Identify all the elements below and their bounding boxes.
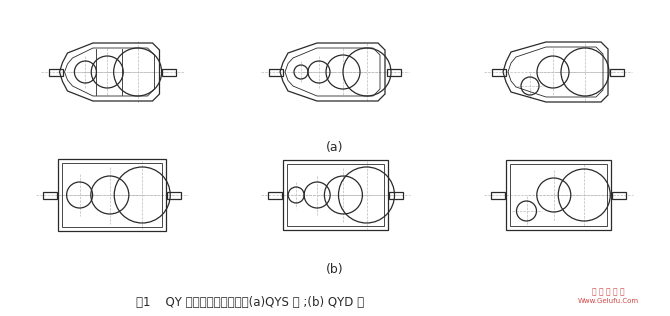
Bar	[43, 191, 57, 198]
Bar	[612, 191, 626, 198]
Text: (b): (b)	[326, 264, 344, 276]
Bar	[505, 160, 610, 230]
Text: Www.Gelufu.Com: Www.Gelufu.Com	[578, 298, 639, 304]
Text: (a): (a)	[326, 142, 344, 155]
Bar	[490, 191, 505, 198]
Bar	[267, 191, 281, 198]
Bar	[283, 160, 387, 230]
Text: 格 鲁 夫 机 械: 格 鲁 夫 机 械	[592, 287, 624, 296]
Text: 图1    QY 型减速器结构简图：(a)QYS 型 ;(b) QYD 型: 图1 QY 型减速器结构简图：(a)QYS 型 ;(b) QYD 型	[136, 295, 364, 308]
Bar	[389, 191, 403, 198]
Bar	[387, 69, 401, 76]
Bar	[62, 163, 162, 227]
Bar	[167, 191, 181, 198]
Bar	[610, 69, 624, 76]
Bar	[161, 69, 176, 76]
Bar	[48, 69, 62, 76]
Bar	[509, 164, 606, 226]
Bar	[287, 164, 383, 226]
Bar	[269, 69, 283, 76]
Bar	[492, 69, 506, 76]
Bar	[58, 159, 166, 231]
